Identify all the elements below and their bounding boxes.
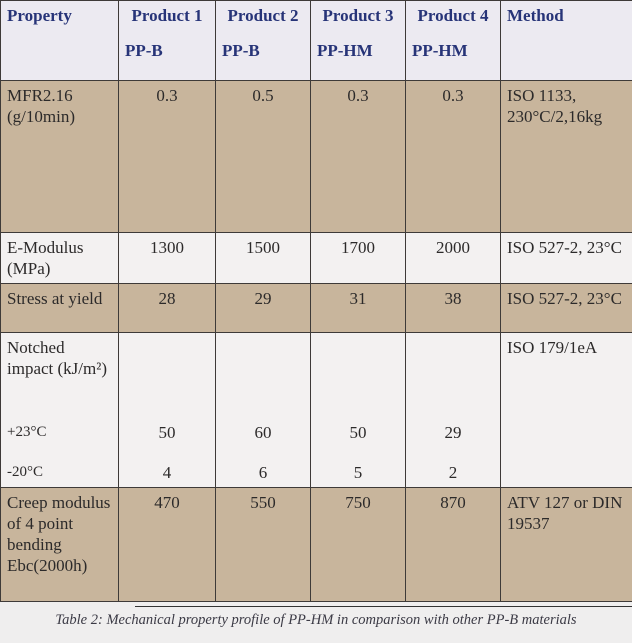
product-name: Product 4 — [417, 6, 489, 25]
product-name: Product 2 — [227, 6, 299, 25]
row-label: -20°C — [0, 457, 119, 487]
value-cell: 550 — [215, 486, 311, 602]
header-cell: Product 3 PP-HM — [310, 0, 406, 81]
row-label: Stress at yield — [0, 283, 119, 333]
header-cell: Product 2 PP-B — [215, 0, 311, 81]
table-row: Creep modulus of 4 point bending Ebc(200… — [0, 486, 632, 602]
value-cell: 29 — [215, 283, 311, 333]
value-cell — [405, 332, 501, 418]
product-material: PP-B — [222, 41, 260, 60]
value-cell: 1500 — [215, 232, 311, 284]
caption-rule — [135, 606, 632, 607]
value-cell: 50 — [310, 417, 406, 458]
header-cell: Product 1 PP-B — [118, 0, 216, 81]
value-cell: 31 — [310, 283, 406, 333]
value-cell: 2000 — [405, 232, 501, 284]
product-material: PP-HM — [412, 41, 468, 60]
table-row: Notched impact (kJ/m²) ISO 179/1eA — [0, 332, 632, 488]
caption: Table 2: Mechanical property profile of … — [55, 612, 577, 628]
method-cell: ISO 527-2, 23°C — [500, 283, 632, 333]
method-cell: ISO 1133, 230°C/2,16kg — [500, 80, 632, 233]
value-cell: 4 — [118, 457, 216, 487]
value-cell: 0.3 — [405, 80, 501, 233]
table-row: Stress at yield 28 29 31 38 ISO 527-2, 23°C — [0, 283, 632, 333]
table-subrow: -20°C 4 6 5 2 — [0, 457, 632, 487]
row-label: Notched impact (kJ/m²) — [0, 332, 119, 418]
value-cell: 38 — [405, 283, 501, 333]
value-cell: 28 — [118, 283, 216, 333]
property-table: Property Product 1 PP-B Product 2 PP-B Produc… — [0, 0, 632, 602]
value-cell: 0.3 — [310, 80, 406, 233]
value-cell: 870 — [405, 486, 501, 602]
row-label: Creep modulus of 4 point bending Ebc(200… — [0, 486, 119, 602]
header-cell: Product 4 PP-HM — [405, 0, 501, 81]
value-cell: 750 — [310, 486, 406, 602]
value-cell: 5 — [310, 457, 406, 487]
method-cell: ISO 179/1eA — [500, 332, 632, 488]
value-cell: 470 — [118, 486, 216, 602]
product-material: PP-B — [125, 41, 163, 60]
row-label: MFR2.16 (g/10min) — [0, 80, 119, 233]
value-cell — [310, 332, 406, 418]
value-cell: 50 — [118, 417, 216, 458]
value-cell: 0.3 — [118, 80, 216, 233]
table-subrow: +23°C 50 60 50 29 — [0, 417, 632, 458]
method-cell: ATV 127 or DIN 19537 — [500, 486, 632, 602]
value-cell: 1700 — [310, 232, 406, 284]
method-cell: ISO 527-2, 23°C — [500, 232, 632, 284]
product-name: Product 3 — [322, 6, 394, 25]
value-cell: 1300 — [118, 232, 216, 284]
header-cell: Property — [0, 0, 119, 81]
product-material: PP-HM — [317, 41, 373, 60]
value-cell: 2 — [405, 457, 501, 487]
header-cell: Method — [500, 0, 632, 81]
value-cell — [118, 332, 216, 418]
value-cell: 60 — [215, 417, 311, 458]
value-cell: 0.5 — [215, 80, 311, 233]
product-name: Product 1 — [131, 6, 203, 25]
value-cell — [215, 332, 311, 418]
value-cell: 29 — [405, 417, 501, 458]
row-label: E-Modulus (MPa) — [0, 232, 119, 284]
table-row: E-Modulus (MPa) 1300 1500 1700 2000 ISO 527-2… — [0, 232, 632, 284]
row-label: +23°C — [0, 417, 119, 458]
value-cell: 6 — [215, 457, 311, 487]
table-row: MFR2.16 (g/10min) 0.3 0.5 0.3 0.3 ISO 1133, 2… — [0, 80, 632, 233]
